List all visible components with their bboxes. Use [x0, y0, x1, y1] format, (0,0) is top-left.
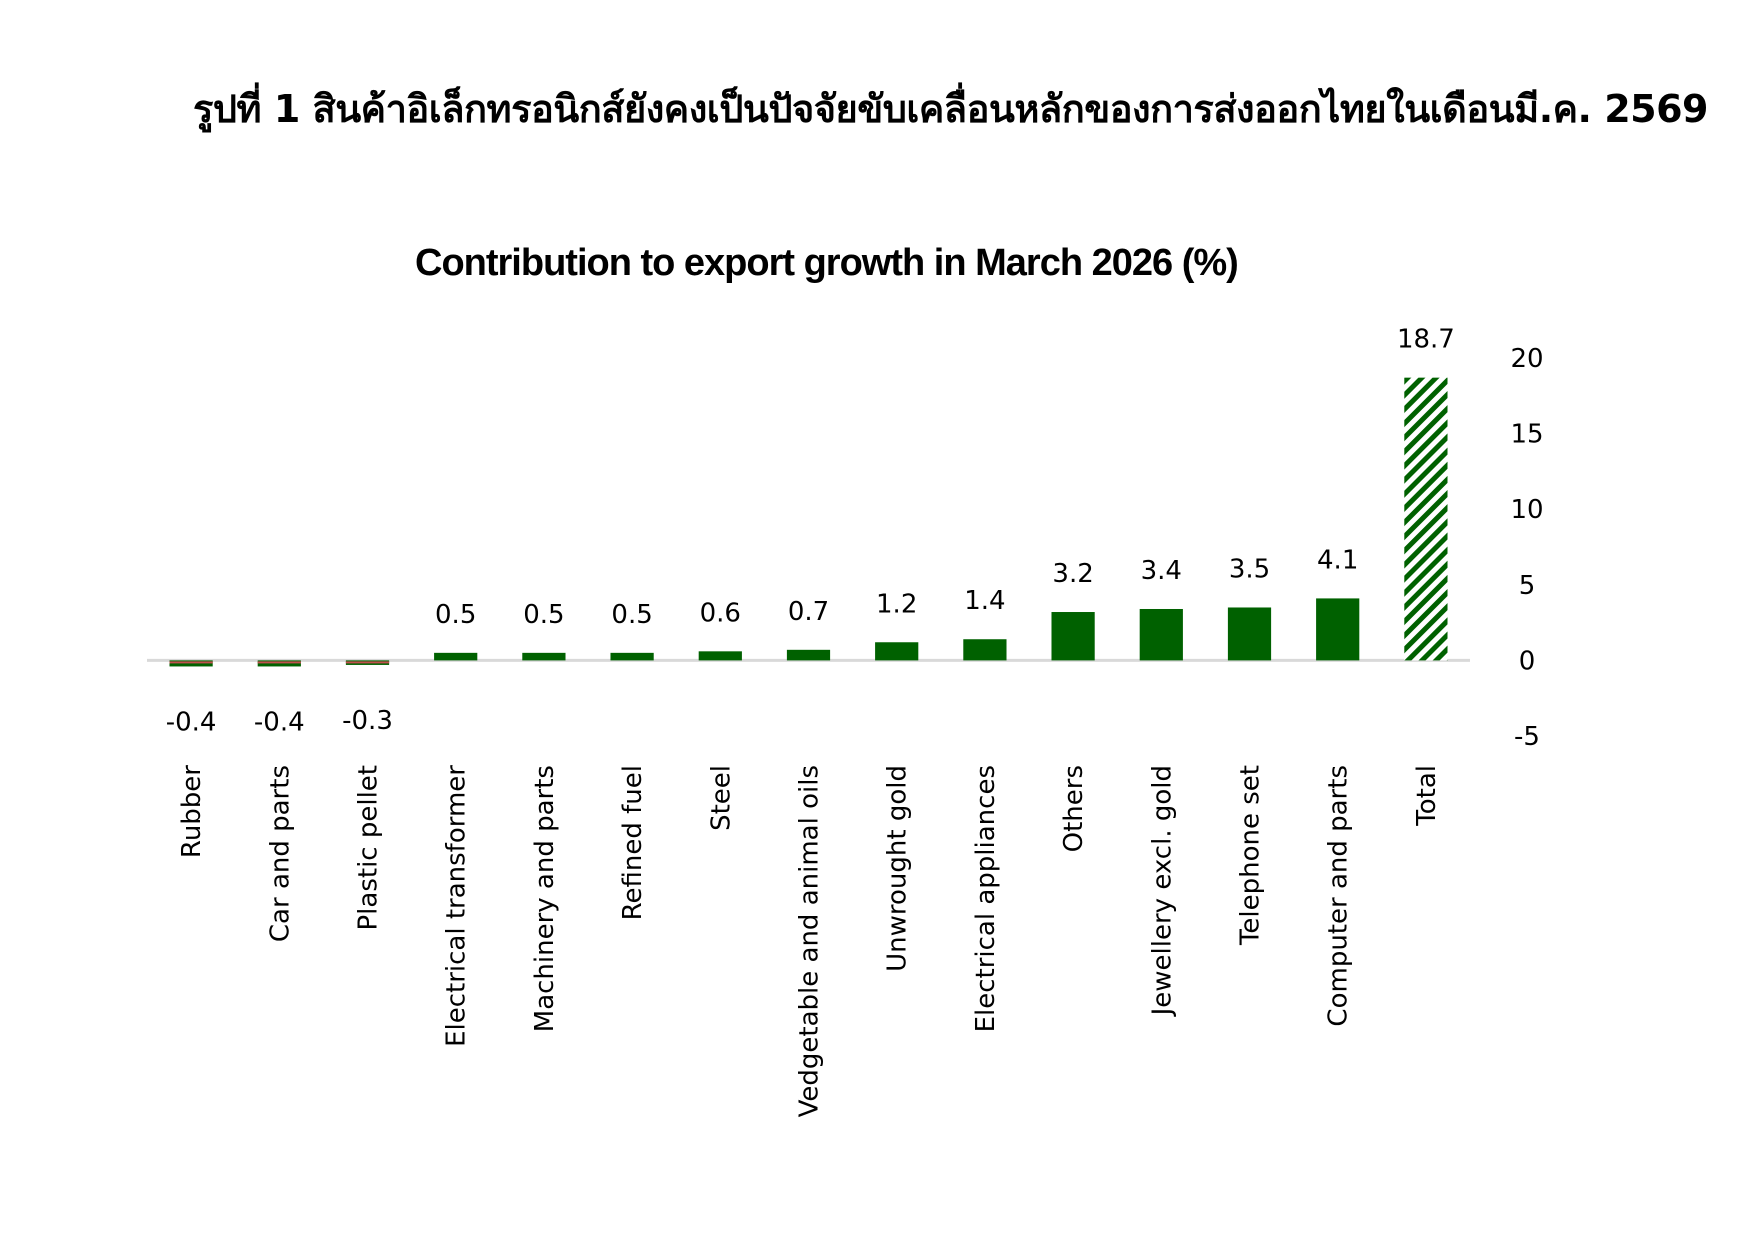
bar-rubber: [169, 660, 213, 667]
category-label: Jewellery excl. gold: [1147, 765, 1177, 1017]
data-label: 0.5: [611, 600, 652, 630]
y-tick-label: 5: [1519, 571, 1536, 601]
category-label: Electrical appliances: [971, 765, 1001, 1032]
data-label: 0.5: [435, 600, 476, 630]
y-tick-label: 0: [1519, 646, 1536, 676]
bar-electrical-appliances: [963, 639, 1007, 661]
category-label: Vedgetable and animal oils: [795, 765, 825, 1117]
bar-electrical-transformer: [434, 652, 478, 661]
category-axis: Rubber Car and parts Plastic pellet Electri…: [177, 765, 1442, 1118]
data-label: 0.6: [700, 598, 741, 628]
data-label: -0.4: [254, 707, 305, 737]
category-label: Electrical transformer: [442, 765, 472, 1047]
bar-steel: [698, 651, 742, 661]
bar-total: [1404, 377, 1448, 661]
category-label: Car and parts: [265, 765, 295, 942]
bars-layer: [147, 377, 1470, 667]
y-axis: -5 0 5 10 15 20: [1510, 344, 1543, 752]
y-tick-label: -5: [1514, 722, 1540, 752]
category-label: Plastic pellet: [354, 765, 384, 931]
category-label: Others: [1059, 765, 1089, 852]
data-label: 18.7: [1397, 325, 1455, 355]
category-label: Rubber: [177, 765, 207, 858]
category-label: Telephone set: [1236, 765, 1266, 946]
bar-refined-fuel: [610, 652, 654, 661]
category-label: Refined fuel: [618, 765, 648, 920]
bar-machinery-and-parts: [522, 652, 566, 661]
data-label: 3.2: [1052, 559, 1093, 589]
data-label: 1.4: [964, 586, 1005, 616]
labels-layer: -0.4 -0.4 -0.3 0.5 0.5 0.5 0.6 0.7 1.2 1.4 3.2 3.4 3…: [166, 325, 1455, 738]
data-label: 3.5: [1229, 554, 1270, 584]
data-label: -0.4: [166, 707, 217, 737]
bar-unwrought-gold: [875, 642, 919, 661]
bar-telephone-set: [1227, 607, 1272, 661]
bar-car-and-parts: [257, 660, 301, 667]
category-label: Machinery and parts: [530, 765, 560, 1032]
negative-bar-accent: [169, 661, 213, 664]
negative-bar-accent: [257, 661, 301, 664]
category-label: Total: [1412, 765, 1442, 827]
data-label: 0.7: [788, 597, 829, 627]
y-tick-label: 20: [1510, 344, 1543, 374]
category-label: Steel: [706, 765, 736, 831]
y-tick-label: 10: [1510, 495, 1543, 525]
bar-computer-and-parts: [1316, 598, 1360, 661]
data-label: 3.4: [1141, 556, 1182, 586]
bar-jewellery-excl-gold: [1139, 608, 1183, 661]
data-label: -0.3: [342, 706, 393, 736]
figure-title: รูปที่ 1 สินค้าอิเล็กทรอนิกส์ยังคงเป็นปั…: [193, 87, 1708, 131]
negative-bar-accent: [345, 661, 390, 664]
bar-others: [1051, 612, 1095, 661]
chart-title: Contribution to export growth in March 2…: [415, 242, 1239, 284]
y-tick-label: 15: [1510, 420, 1543, 450]
category-label: Unwrought gold: [883, 765, 913, 972]
data-label: 0.5: [523, 600, 564, 630]
data-label: 4.1: [1317, 545, 1358, 575]
category-label: Computer and parts: [1324, 765, 1354, 1027]
data-label: 1.2: [876, 589, 917, 619]
bar-vedgetable-and-animal-oils: [786, 649, 831, 661]
